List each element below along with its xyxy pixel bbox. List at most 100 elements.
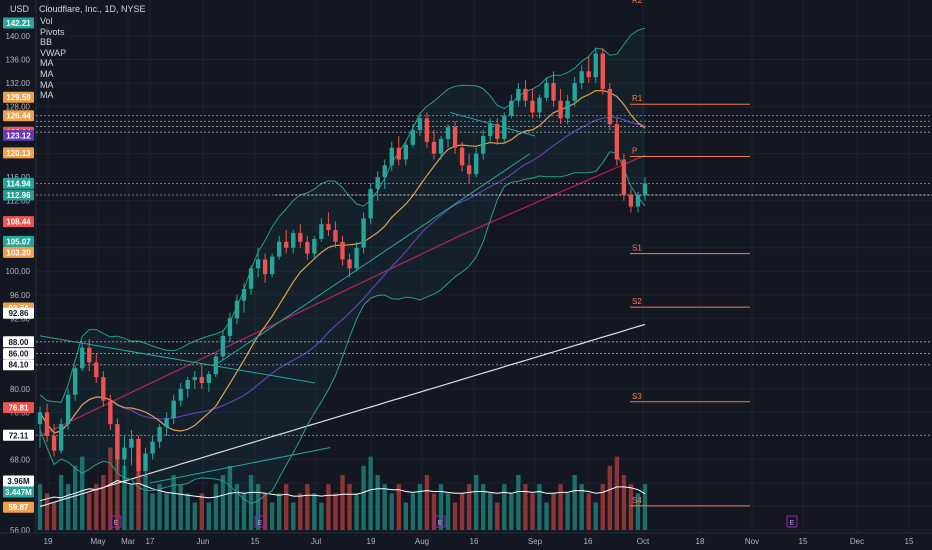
legend-indicator-pivots[interactable]: Pivots <box>40 26 65 37</box>
earnings-marker-label: E <box>114 520 119 527</box>
volume-bar <box>213 484 219 530</box>
candle-body <box>94 362 99 378</box>
price-badge-label: 108.44 <box>6 218 31 227</box>
trendline <box>449 111 536 137</box>
candle-body <box>87 347 92 363</box>
x-tick-label: Nov <box>745 537 759 546</box>
legend-indicator-bb[interactable]: BB <box>40 37 53 48</box>
volume-bar <box>269 502 275 530</box>
x-tick-label: Dec <box>850 537 864 546</box>
price-badge <box>3 17 34 29</box>
candle-body <box>269 256 275 275</box>
volume-bar <box>122 465 127 530</box>
volume-bar <box>537 484 542 530</box>
volume-bar <box>523 484 528 530</box>
candle-body <box>178 388 183 401</box>
volume-bar <box>445 493 451 530</box>
x-tick-label: 17 <box>146 537 155 546</box>
price-badge-label: 3.96M <box>7 477 30 486</box>
y-tick-label: 96.00 <box>10 291 31 300</box>
volume-bar <box>326 484 331 530</box>
candle-body <box>284 241 289 248</box>
price-badge-label: 142.21 <box>6 19 31 28</box>
volume-bar <box>347 484 352 530</box>
pivot-label-top: R2 <box>632 0 643 5</box>
volume-bar <box>431 493 437 530</box>
candle-body <box>565 100 570 119</box>
candle-body <box>347 259 352 269</box>
candle-body <box>523 88 528 101</box>
candle-body <box>466 165 472 175</box>
volume-bar <box>389 493 394 530</box>
legend-indicator-ma-1[interactable]: MA <box>40 58 54 69</box>
price-badge <box>3 216 34 228</box>
price-badge-label: 105.07 <box>6 237 31 246</box>
volume-bar <box>530 493 535 530</box>
candle-body <box>537 97 542 113</box>
candle-body <box>396 147 401 160</box>
candle-body <box>431 141 437 154</box>
volume-bar <box>164 493 169 530</box>
legend-indicator-ma-2[interactable]: MA <box>40 68 54 79</box>
candle-body <box>248 268 254 289</box>
pivot-label: S3 <box>632 392 642 401</box>
volume-bar <box>502 484 507 530</box>
trendline <box>149 447 331 484</box>
candle-body <box>410 130 416 145</box>
candle-body <box>544 83 549 98</box>
volume-bar <box>424 475 430 530</box>
volume-bar <box>354 493 359 530</box>
ma-long-line <box>39 323 646 508</box>
candle-body <box>354 247 359 269</box>
volume-bar <box>607 465 613 530</box>
ma-100-line <box>39 154 646 437</box>
candle-body <box>291 233 296 248</box>
volume-bar <box>579 484 584 530</box>
pivot-label: S1 <box>632 244 642 253</box>
volume-bar <box>551 493 556 530</box>
volume-bar <box>108 447 113 530</box>
candle-body <box>368 188 373 219</box>
volume-bar <box>516 475 521 530</box>
legend-indicator-ma-4[interactable]: MA <box>40 90 54 101</box>
candle-body <box>51 435 57 451</box>
y-tick-label: 92.00 <box>10 314 31 323</box>
candle-body <box>593 53 598 78</box>
candle-body <box>642 183 648 196</box>
volume-bar <box>65 484 71 530</box>
legend-title: Cloudflare, Inc., 1D, NYSE <box>39 4 146 14</box>
y-tick-label: 128.00 <box>6 103 31 112</box>
candle-body <box>551 83 556 101</box>
volume-bar <box>452 502 458 530</box>
pivot-label: R1 <box>632 94 643 103</box>
volume-bar <box>410 493 416 530</box>
price-badge-label: 88.00 <box>8 338 29 347</box>
legend-indicator-vol[interactable]: Vol <box>40 16 53 26</box>
legend-indicator-ma-3[interactable]: MA <box>40 79 54 90</box>
candle-body <box>227 318 233 336</box>
y-tick-label: 112.00 <box>6 197 30 206</box>
x-tick-label: Aug <box>415 537 429 546</box>
volume-bar <box>368 456 373 530</box>
candle-body <box>628 194 634 207</box>
candle-body <box>213 356 219 375</box>
candle-body <box>481 135 486 154</box>
price-badge <box>3 147 34 159</box>
legend-indicator-vwap[interactable]: VWAP <box>40 47 67 58</box>
volume-bar <box>495 502 500 530</box>
candle-body <box>516 88 521 101</box>
volume-bar <box>621 475 627 530</box>
candle-body <box>234 300 240 319</box>
x-tick-label: Oct <box>637 537 650 546</box>
volume-bar <box>509 493 514 530</box>
volume-bar <box>628 484 634 530</box>
volume-bar <box>312 493 317 530</box>
volume-bar <box>333 493 338 530</box>
price-badge <box>3 359 34 371</box>
pivot-label: S4 <box>632 496 642 505</box>
price-badge <box>3 177 34 189</box>
volume-bar <box>417 484 423 530</box>
volume-bar <box>466 484 472 530</box>
candle-body <box>101 377 106 401</box>
